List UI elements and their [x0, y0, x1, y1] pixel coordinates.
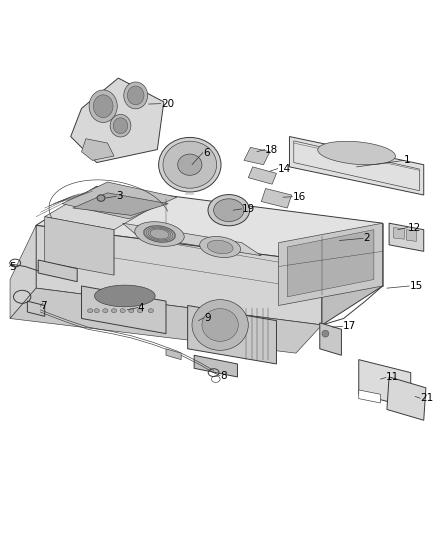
Polygon shape	[389, 223, 424, 252]
Polygon shape	[38, 260, 77, 281]
Ellipse shape	[318, 141, 396, 165]
Text: 15: 15	[410, 281, 423, 291]
Ellipse shape	[207, 240, 233, 254]
Ellipse shape	[88, 309, 93, 313]
Ellipse shape	[322, 330, 329, 337]
Polygon shape	[393, 228, 404, 239]
Text: 18: 18	[265, 144, 278, 155]
Text: 8: 8	[220, 370, 227, 381]
Ellipse shape	[163, 141, 217, 188]
Text: 6: 6	[203, 148, 209, 158]
Text: 9: 9	[204, 313, 211, 322]
Polygon shape	[322, 223, 382, 325]
Ellipse shape	[113, 118, 128, 134]
Text: 5: 5	[9, 262, 16, 271]
Polygon shape	[62, 182, 177, 219]
Polygon shape	[287, 230, 374, 297]
Polygon shape	[36, 187, 382, 262]
Ellipse shape	[148, 309, 153, 313]
Ellipse shape	[208, 195, 250, 226]
Polygon shape	[71, 78, 164, 163]
Text: 4: 4	[138, 303, 145, 313]
Text: 17: 17	[343, 321, 356, 332]
Ellipse shape	[103, 309, 108, 313]
Text: 2: 2	[363, 233, 370, 244]
Ellipse shape	[135, 222, 184, 246]
Ellipse shape	[127, 86, 144, 105]
Polygon shape	[248, 167, 276, 184]
Polygon shape	[194, 356, 237, 377]
Polygon shape	[123, 223, 261, 256]
Ellipse shape	[138, 309, 143, 313]
Ellipse shape	[143, 225, 176, 243]
Ellipse shape	[111, 309, 117, 313]
Polygon shape	[406, 230, 417, 241]
Polygon shape	[28, 301, 45, 316]
Ellipse shape	[178, 154, 202, 175]
Ellipse shape	[159, 138, 221, 192]
Ellipse shape	[93, 95, 113, 118]
Ellipse shape	[124, 82, 148, 109]
Polygon shape	[10, 225, 36, 319]
Polygon shape	[244, 148, 270, 165]
Ellipse shape	[94, 309, 99, 313]
Polygon shape	[166, 349, 181, 360]
Polygon shape	[320, 323, 342, 356]
Polygon shape	[81, 139, 114, 160]
Text: 21: 21	[420, 393, 434, 403]
Ellipse shape	[200, 237, 240, 257]
Polygon shape	[261, 189, 292, 208]
Text: 16: 16	[293, 192, 306, 202]
Polygon shape	[36, 225, 322, 325]
Polygon shape	[73, 193, 168, 215]
Polygon shape	[359, 360, 411, 407]
Polygon shape	[187, 305, 276, 364]
Ellipse shape	[129, 309, 134, 313]
Ellipse shape	[214, 199, 244, 222]
Text: 7: 7	[40, 301, 47, 311]
Polygon shape	[81, 286, 166, 334]
Ellipse shape	[120, 309, 125, 313]
Polygon shape	[279, 223, 382, 305]
Polygon shape	[10, 288, 322, 353]
Polygon shape	[359, 390, 381, 403]
Text: 19: 19	[242, 204, 255, 214]
Text: 14: 14	[278, 164, 291, 174]
Polygon shape	[45, 187, 166, 230]
Text: 11: 11	[386, 373, 399, 382]
Ellipse shape	[97, 195, 105, 201]
Text: 3: 3	[116, 191, 123, 201]
Ellipse shape	[110, 115, 131, 137]
Polygon shape	[290, 136, 424, 195]
Ellipse shape	[89, 90, 117, 123]
Ellipse shape	[192, 300, 248, 350]
Polygon shape	[45, 217, 114, 275]
Text: 1: 1	[404, 156, 411, 165]
Ellipse shape	[202, 309, 238, 341]
Polygon shape	[387, 377, 426, 421]
Text: 20: 20	[161, 99, 174, 109]
Ellipse shape	[95, 285, 155, 307]
Text: 12: 12	[408, 222, 421, 232]
